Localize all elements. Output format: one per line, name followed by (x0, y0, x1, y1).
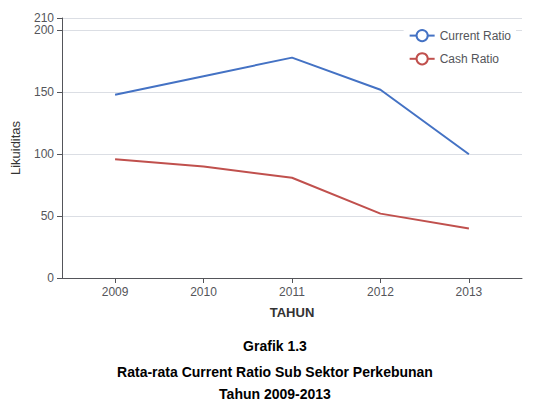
svg-text:2013: 2013 (456, 285, 483, 299)
svg-text:100: 100 (34, 147, 54, 161)
svg-text:TAHUN: TAHUN (270, 305, 315, 320)
svg-text:0: 0 (47, 271, 54, 285)
svg-text:2011: 2011 (279, 285, 305, 299)
svg-text:2010: 2010 (190, 285, 217, 299)
svg-text:2009: 2009 (102, 285, 129, 299)
svg-text:Grafik 1.3: Grafik 1.3 (243, 338, 307, 354)
svg-text:200: 200 (34, 23, 54, 37)
svg-text:2012: 2012 (367, 285, 394, 299)
svg-text:210: 210 (34, 11, 54, 25)
svg-text:50: 50 (41, 209, 55, 223)
svg-text:Likuiditas: Likuiditas (8, 120, 23, 175)
svg-text:Tahun 2009-2013: Tahun 2009-2013 (219, 386, 331, 402)
svg-text:Current Ratio: Current Ratio (440, 29, 512, 43)
svg-text:Rata-rata Current Ratio Sub Se: Rata-rata Current Ratio Sub Sektor Perke… (117, 364, 433, 380)
svg-text:Cash Ratio: Cash Ratio (440, 52, 500, 66)
svg-text:150: 150 (34, 85, 54, 99)
